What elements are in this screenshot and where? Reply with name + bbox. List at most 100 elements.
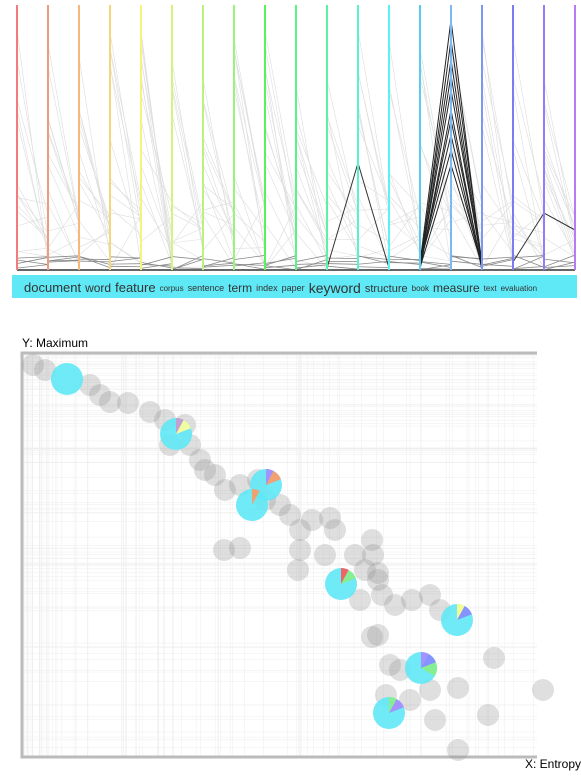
poly-line: [17, 265, 48, 268]
poly-line: [296, 265, 327, 268]
keyword[interactable]: book: [412, 284, 430, 293]
poly-line: [17, 59, 48, 235]
poly-line: [513, 77, 544, 202]
topic-point: [289, 539, 311, 561]
poly-line: [265, 224, 296, 268]
poly-line: [48, 44, 79, 219]
poly-line: [203, 189, 234, 236]
poly-line: [17, 194, 48, 233]
parallel-coordinates: [17, 5, 575, 270]
poly-line: [296, 205, 327, 262]
poly-line: [544, 169, 575, 257]
poly-line: [110, 48, 141, 200]
poly-line: [110, 208, 141, 234]
poly-line: [203, 214, 234, 250]
poly-line: [358, 209, 389, 210]
poly-line: [513, 40, 544, 216]
poly-line: [513, 221, 544, 258]
poly-line: [265, 80, 296, 242]
poly-line: [203, 100, 234, 217]
keyword[interactable]: index: [256, 283, 278, 293]
keyword[interactable]: measure: [433, 281, 480, 295]
keyword[interactable]: term: [228, 281, 252, 295]
poly-line: [358, 256, 389, 259]
topic-point: [477, 704, 499, 726]
poly-line: [544, 168, 575, 245]
poly-line: [513, 211, 544, 237]
poly-line: [17, 194, 48, 244]
poly-line: [513, 140, 544, 221]
keyword[interactable]: sentence: [188, 283, 225, 293]
topic-point: [287, 559, 309, 581]
topic-point: [483, 647, 505, 669]
topic-point: [447, 677, 469, 699]
poly-line: [265, 71, 296, 206]
topic-point: [367, 569, 389, 591]
poly-line: [482, 257, 513, 259]
keyword[interactable]: document: [24, 280, 81, 295]
poly-line: [296, 255, 327, 261]
poly-line: [513, 196, 544, 220]
poly-line: [358, 208, 389, 240]
poly-line: [79, 228, 110, 256]
poly-line: [544, 177, 575, 238]
poly-line: [110, 258, 141, 262]
poly-line: [358, 30, 389, 209]
poly-line: [141, 120, 172, 263]
poly-line: [79, 151, 110, 248]
poly-line: [482, 258, 513, 265]
poly-line: [358, 72, 389, 208]
topic-point: [314, 544, 336, 566]
keyword[interactable]: paper: [282, 283, 305, 293]
poly-line: [482, 90, 513, 260]
poly-line: [110, 242, 141, 263]
scatter-plot: [22, 353, 554, 761]
keyword[interactable]: corpus: [160, 284, 184, 293]
poly-line: [327, 80, 358, 217]
poly-line: [79, 256, 110, 264]
poly-line: [389, 90, 420, 215]
poly-line: [544, 255, 575, 267]
keyword[interactable]: word: [84, 281, 111, 295]
poly-line: [110, 49, 141, 229]
topic-point: [532, 679, 554, 701]
keyword[interactable]: keyword: [309, 280, 361, 296]
poly-line: [110, 257, 141, 258]
poly-line: [296, 129, 327, 206]
poly-line: [265, 67, 296, 265]
topic-point: [229, 537, 251, 559]
poly-line: [48, 118, 79, 224]
poly-line: [203, 79, 234, 251]
poly-line: [389, 199, 420, 252]
poly-line: [17, 99, 48, 214]
poly-line: [327, 200, 358, 252]
poly-line: [265, 45, 296, 216]
topic-point: [424, 709, 446, 731]
poly-line: [544, 181, 575, 260]
poly-line: [358, 104, 389, 265]
poly-line: [358, 125, 389, 201]
keyword[interactable]: feature: [115, 280, 155, 295]
poly-line: [234, 88, 265, 232]
keyword[interactable]: structure: [365, 283, 408, 295]
poly-line: [482, 127, 513, 264]
poly-line: [17, 185, 48, 241]
topic-point: [447, 739, 469, 761]
poly-line: [482, 38, 513, 212]
poly-line: [296, 135, 327, 234]
poly-line: [172, 78, 203, 222]
poly-line: [234, 248, 265, 249]
poly-line: [327, 264, 358, 265]
poly-line: [17, 248, 48, 251]
poly-line: [389, 173, 420, 207]
keyword[interactable]: evaluation: [501, 284, 537, 293]
x-axis-label: X: Entropy: [525, 757, 581, 771]
poly-line: [234, 213, 265, 242]
poly-line: [513, 91, 544, 262]
poly-line: [296, 114, 327, 229]
poly-line: [141, 56, 172, 264]
poly-line: [327, 219, 358, 240]
keyword[interactable]: text: [484, 284, 498, 293]
